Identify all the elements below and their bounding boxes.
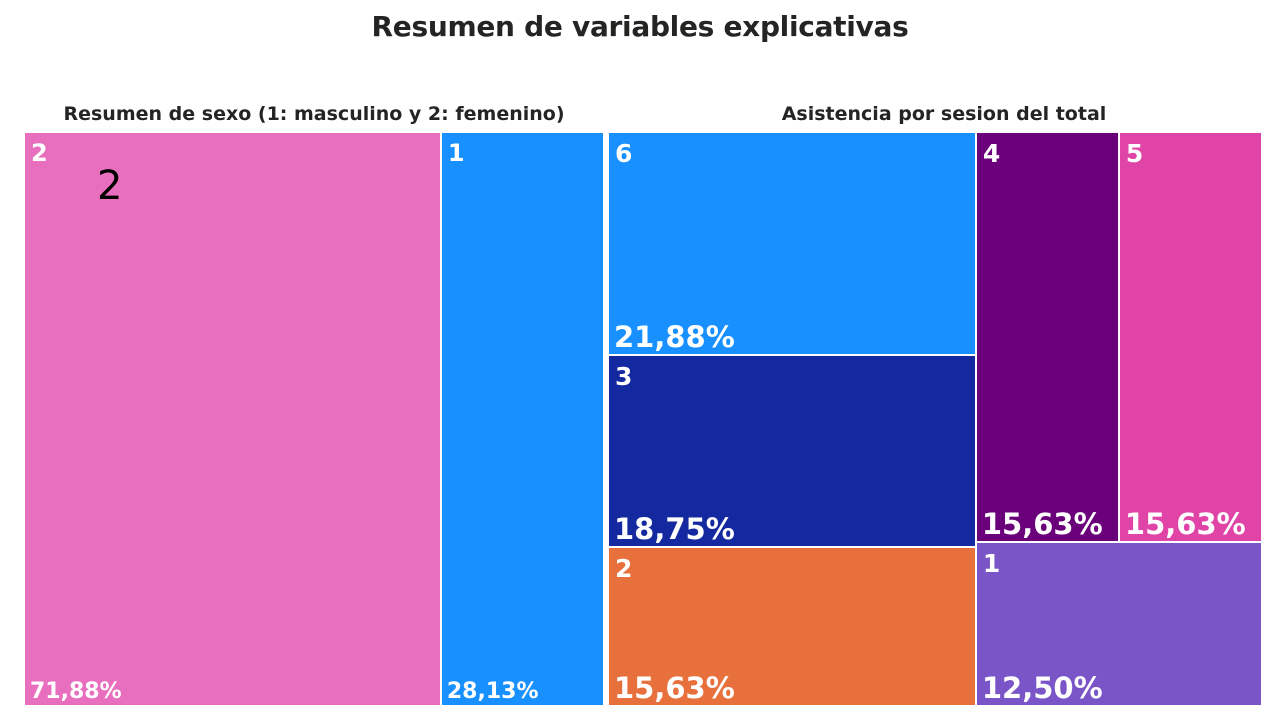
overlay-label: 2: [97, 163, 123, 209]
treemap-tile-3[interactable]: 3 18,75%: [608, 355, 976, 547]
tile-category-label: 3: [615, 362, 633, 392]
sexo-treemap-title: Resumen de sexo (1: masculino y 2: femen…: [63, 103, 565, 125]
asistencia-treemap-title: Asistencia por sesion del total: [781, 103, 1107, 125]
tile-value-label: 71,88%: [30, 679, 122, 704]
tile-value-label: 28,13%: [446, 679, 539, 704]
treemap-tile-1[interactable]: 1 28,13%: [440, 132, 604, 706]
chart-title: Resumen de variables explicativas: [371, 10, 909, 43]
tile-value-label: 21,88%: [614, 320, 735, 355]
treemap-tile-2[interactable]: 2 15,63%: [608, 546, 976, 706]
tile-value-label: 15,63%: [614, 670, 735, 705]
tile-value-label: 15,63%: [1124, 507, 1246, 542]
tile-value-label: 12,50%: [981, 670, 1103, 705]
tile-category-label: 6: [615, 139, 633, 168]
treemap-tile-6[interactable]: 6 21,88%: [608, 132, 976, 356]
tile-category-label: 2: [615, 553, 633, 583]
treemap-tile-5[interactable]: 5 15,63%: [1118, 132, 1262, 543]
tile-category-label: 1: [982, 549, 1001, 579]
treemap-tile-4[interactable]: 4 15,63%: [975, 132, 1119, 543]
tile-value-label: 15,63%: [981, 507, 1103, 542]
tile-category-label: 1: [447, 139, 465, 167]
tile-category-label: 2: [31, 139, 48, 167]
treemap-tile-1[interactable]: 1 12,50%: [975, 542, 1262, 706]
tile-category-label: 5: [1125, 139, 1144, 168]
treemap-tile-2[interactable]: 2 71,88%: [24, 132, 441, 706]
tile-category-label: 4: [982, 139, 1001, 168]
tile-value-label: 18,75%: [614, 511, 735, 546]
sexo-treemap: 2 71,88% 1 28,13%: [24, 132, 604, 706]
asistencia-treemap: 6 21,88% 3 18,75% 2 15,63% 4 15,63% 5 15,63% 1 12,5…: [608, 132, 1262, 706]
